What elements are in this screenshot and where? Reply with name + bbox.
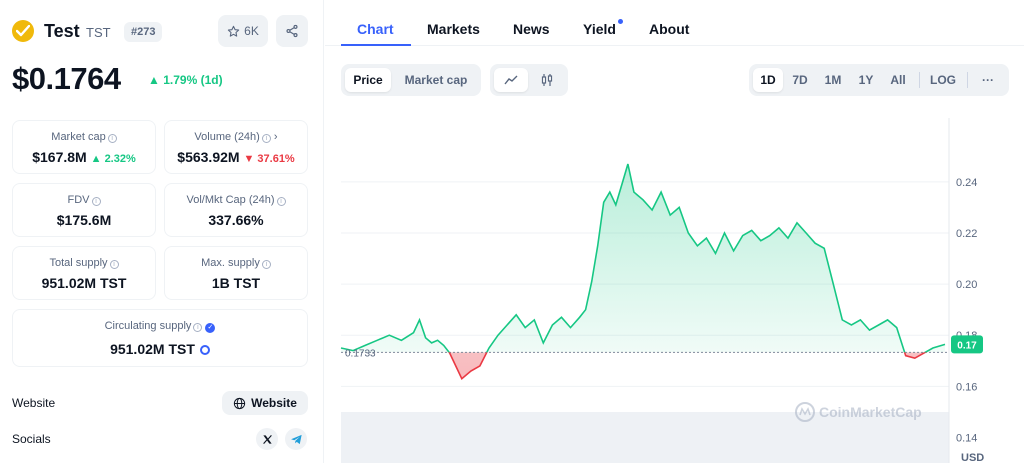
share-icon <box>286 24 298 38</box>
time-range-selector: 1D 7D 1M 1Y All LOG ··· <box>749 64 1009 96</box>
chevron-right-icon[interactable]: › <box>273 131 278 143</box>
y-tick-label: 0.20 <box>956 279 977 291</box>
info-icon[interactable]: i <box>261 134 271 143</box>
coinmarketcap-watermark: CoinMarketCap <box>795 402 922 422</box>
coin-name: Test <box>44 21 80 41</box>
coinmarketcap-logo-icon <box>795 402 815 422</box>
range-divider <box>919 72 920 88</box>
reference-price-label: 0.1733 <box>345 348 376 359</box>
chart-tabs: Chart Markets News Yield About <box>325 0 1024 46</box>
coin-logo <box>12 20 34 42</box>
candlestick-icon <box>541 74 553 86</box>
line-chart-button[interactable] <box>494 68 528 92</box>
watermark-text: CoinMarketCap <box>819 404 922 420</box>
range-1m-button[interactable]: 1M <box>824 73 842 87</box>
coin-header: Test TST #273 6K <box>12 14 312 48</box>
more-options-button[interactable]: ··· <box>982 73 994 87</box>
total-supply-label: Total supply <box>49 257 108 269</box>
info-icon[interactable]: i <box>193 323 203 332</box>
volume-value: $563.92M <box>177 149 240 165</box>
info-icon[interactable]: i <box>276 197 286 206</box>
info-icon[interactable]: i <box>107 134 117 143</box>
volume-card[interactable]: Volume (24h) i › $563.92M ▼ 37.61% <box>164 120 308 174</box>
y-tick-label: 0.16 <box>956 381 977 393</box>
tab-chart[interactable]: Chart <box>357 21 394 37</box>
circulating-supply-card: Circulating supply i ✓ 951.02M TST <box>12 309 308 367</box>
range-7d-button[interactable]: 7D <box>792 73 808 87</box>
tab-yield[interactable]: Yield <box>583 21 616 37</box>
star-icon <box>227 25 240 37</box>
volume-band <box>341 412 949 463</box>
price-area-above-reference <box>341 164 945 353</box>
max-supply-label: Max. supply <box>201 257 260 269</box>
price-chart[interactable]: 0.240.220.200.180.160.14 0.1733 0.17 Coi… <box>325 0 1024 463</box>
current-price-badge <box>951 335 983 354</box>
chart-mode-toggle: Price Market cap <box>341 64 481 96</box>
price-line-up <box>340 163 946 353</box>
tab-markets[interactable]: Markets <box>427 21 480 37</box>
market-cap-label: Market cap <box>51 131 106 143</box>
volume-label: Volume (24h) <box>194 131 260 143</box>
active-tab-indicator <box>341 44 411 46</box>
vol-mkt-cap-label: Vol/Mkt Cap (24h) <box>186 194 275 206</box>
telegram-social-button[interactable] <box>285 428 307 450</box>
vol-mkt-cap-card: Vol/Mkt Cap (24h) i 337.66% <box>164 183 308 237</box>
market-cap-value: $167.8M <box>32 149 87 165</box>
range-all-button[interactable]: All <box>890 73 906 87</box>
price-mode-button[interactable]: Price <box>345 68 391 92</box>
fdv-label: FDV <box>67 194 90 206</box>
market-cap-mode-button[interactable]: Market cap <box>404 73 468 87</box>
total-supply-card: Total supply i 951.02M TST <box>12 246 156 300</box>
range-divider <box>967 72 968 88</box>
coin-price: $0.1764 <box>12 61 121 96</box>
tab-about[interactable]: About <box>649 21 690 37</box>
info-icon[interactable]: i <box>91 197 101 206</box>
website-label: Website <box>12 396 56 410</box>
market-cap-change: ▲ 2.32% <box>90 153 136 165</box>
verified-icon: ✓ <box>205 323 216 333</box>
telegram-icon <box>290 434 302 444</box>
chart-type-toggle <box>490 64 568 96</box>
current-price-label: 0.17 <box>957 340 977 351</box>
volume-change: ▼ 37.61% <box>243 153 295 165</box>
tab-news[interactable]: News <box>513 21 550 37</box>
y-tick-label: 0.22 <box>956 228 977 240</box>
coin-symbol: TST <box>86 25 111 40</box>
new-indicator-dot <box>618 19 623 24</box>
currency-unit-label: USD <box>961 452 984 463</box>
y-tick-label: 0.14 <box>956 432 977 444</box>
watchlist-button[interactable]: 6K <box>218 15 268 47</box>
share-button[interactable] <box>276 15 308 47</box>
y-tick-label: 0.24 <box>956 177 977 189</box>
x-logo-icon <box>262 434 272 444</box>
vol-mkt-cap-value: 337.66% <box>208 212 264 228</box>
candlestick-chart-button[interactable] <box>530 68 564 92</box>
max-supply-card: Max. supply i 1B TST <box>164 246 308 300</box>
coin-rank-badge: #273 <box>124 22 163 42</box>
coin-info-panel: Test TST #273 6K $0.1764 ▲ 1.79% (1d) Ma… <box>0 0 324 463</box>
fdv-card: FDV i $175.6M <box>12 183 156 237</box>
info-icon[interactable]: i <box>109 260 119 269</box>
price-change-1d: ▲ 1.79% (1d) <box>148 73 223 87</box>
watchlist-count: 6K <box>244 24 259 38</box>
x-social-button[interactable] <box>256 428 278 450</box>
circulating-supply-value: 951.02M TST <box>110 341 195 357</box>
log-scale-button[interactable]: LOG <box>930 73 956 87</box>
max-supply-value: 1B TST <box>211 275 261 291</box>
chart-panel: Chart Markets News Yield About Price Mar… <box>325 0 1024 463</box>
info-icon[interactable]: i <box>261 260 271 269</box>
range-1y-button[interactable]: 1Y <box>858 73 874 87</box>
circulating-supply-label: Circulating supply <box>104 320 192 332</box>
socials-label: Socials <box>12 432 51 446</box>
market-cap-card: Market cap i $167.8M ▲ 2.32% <box>12 120 156 174</box>
globe-icon <box>233 397 246 409</box>
supply-progress-ring-icon <box>199 345 210 355</box>
website-button[interactable]: Website <box>222 391 308 415</box>
range-1d-button[interactable]: 1D <box>753 68 783 92</box>
total-supply-value: 951.02M TST <box>41 275 127 291</box>
fdv-value: $175.6M <box>56 212 112 228</box>
line-chart-icon <box>504 75 518 85</box>
